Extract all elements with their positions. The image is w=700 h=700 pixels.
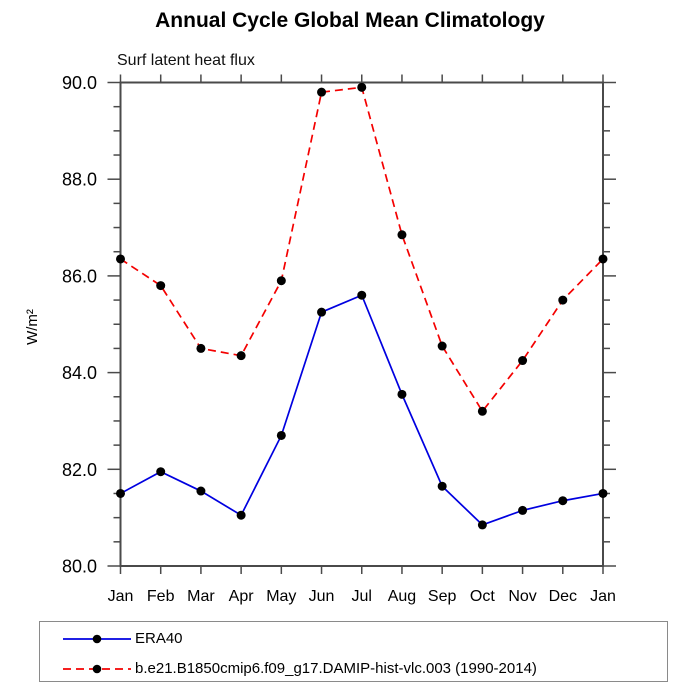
data-point-marker [116, 488, 125, 498]
data-point-marker [156, 281, 166, 291]
x-axis-tick-label: Jun [309, 588, 335, 605]
data-point-marker [558, 295, 568, 305]
legend-item-era40: ERA40 [40, 627, 660, 651]
data-point-marker [437, 341, 447, 351]
data-point-marker [518, 356, 528, 366]
plot-area: Jan Feb Mar Apr May Jun Jul Aug Sep Oct Nov Dec Jan 8… [62, 73, 616, 605]
legend-line-sample-solid [63, 634, 131, 644]
legend-marker-dot [92, 634, 102, 644]
data-point-marker [317, 307, 327, 317]
x-axis-tick-label: Nov [508, 588, 536, 605]
chart-title: Annual Cycle Global Mean Climatology [155, 9, 545, 32]
series-line-0 [120, 294, 604, 526]
x-axis-tick-label: May [266, 588, 296, 605]
legend-label-era40: ERA40 [135, 630, 183, 647]
x-axis-tick-label: Jan [590, 588, 616, 605]
data-point-marker [518, 505, 528, 515]
legend-label-model: b.e21.B1850cmip6.f09_g17.DAMIP-hist-vlc.… [135, 660, 537, 677]
data-point-marker [196, 343, 206, 353]
data-point-marker [558, 496, 568, 506]
x-axis-tick-label: Jan [108, 588, 134, 605]
x-axis-tick-label: Mar [187, 588, 215, 605]
data-point-marker [276, 430, 286, 440]
y-axis-tick-label: 80.0 [62, 557, 97, 577]
legend-box: ERA40 b.e21.B1850cmip6.f09_g17.DAMIP-his… [39, 621, 668, 682]
data-point-marker [598, 488, 608, 498]
x-axis-tick-label: Aug [388, 588, 416, 605]
data-point-marker [116, 254, 125, 264]
data-point-marker [477, 406, 487, 416]
data-point-marker [357, 290, 367, 300]
legend-item-model: b.e21.B1850cmip6.f09_g17.DAMIP-hist-vlc.… [40, 657, 660, 681]
x-axis-tick-label: Sep [428, 588, 457, 605]
series-line-1 [120, 86, 604, 413]
data-point-marker [477, 520, 487, 530]
data-point-marker [236, 510, 246, 520]
data-point-marker [397, 230, 407, 240]
data-point-marker [598, 254, 608, 264]
data-point-marker [357, 82, 367, 92]
x-axis-tick-label: Dec [549, 588, 577, 605]
y-axis-tick-label: 84.0 [62, 363, 97, 383]
data-point-marker [317, 87, 327, 97]
data-point-marker [437, 481, 447, 491]
chart-subtitle: Surf latent heat flux [117, 52, 255, 69]
y-axis-tick-label: 88.0 [62, 170, 97, 190]
legend-line-sample-dashed [63, 664, 131, 674]
legend-marker-dot [92, 664, 102, 674]
x-axis-tick-label: Oct [470, 588, 495, 605]
y-axis-tick-label: 90.0 [62, 73, 97, 93]
data-point-marker [397, 389, 407, 399]
y-axis-label: W/m² [24, 309, 41, 345]
data-point-marker [196, 486, 206, 496]
x-axis-tick-label: Apr [229, 588, 255, 605]
plot-border [119, 81, 604, 567]
data-point-marker [276, 276, 286, 286]
y-axis-tick-label: 82.0 [62, 460, 97, 480]
data-point-marker [236, 351, 246, 361]
data-point-marker [156, 467, 166, 477]
y-axis-tick-label: 86.0 [62, 266, 97, 286]
x-axis-tick-label: Feb [147, 588, 175, 605]
x-axis-tick-label: Jul [352, 588, 372, 605]
